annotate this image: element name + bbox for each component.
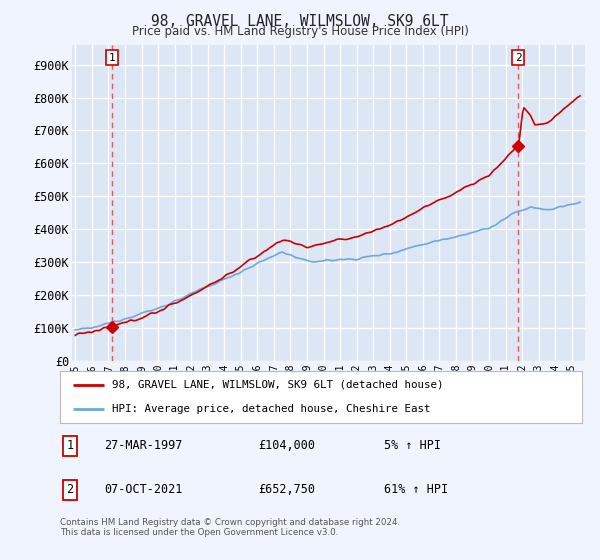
Text: Contains HM Land Registry data © Crown copyright and database right 2024.
This d: Contains HM Land Registry data © Crown c…	[60, 518, 400, 538]
Text: 5% ↑ HPI: 5% ↑ HPI	[383, 439, 440, 452]
Text: 07-OCT-2021: 07-OCT-2021	[104, 483, 183, 496]
Text: 98, GRAVEL LANE, WILMSLOW, SK9 6LT: 98, GRAVEL LANE, WILMSLOW, SK9 6LT	[151, 14, 449, 29]
Text: 27-MAR-1997: 27-MAR-1997	[104, 439, 183, 452]
Text: Price paid vs. HM Land Registry's House Price Index (HPI): Price paid vs. HM Land Registry's House …	[131, 25, 469, 38]
Text: HPI: Average price, detached house, Cheshire East: HPI: Average price, detached house, Ches…	[112, 404, 431, 414]
Text: £104,000: £104,000	[259, 439, 316, 452]
Text: 1: 1	[66, 439, 73, 452]
Text: 98, GRAVEL LANE, WILMSLOW, SK9 6LT (detached house): 98, GRAVEL LANE, WILMSLOW, SK9 6LT (deta…	[112, 380, 444, 390]
Text: 61% ↑ HPI: 61% ↑ HPI	[383, 483, 448, 496]
Text: 2: 2	[66, 483, 73, 496]
Text: 1: 1	[109, 53, 116, 63]
Text: 2: 2	[515, 53, 521, 63]
Text: £652,750: £652,750	[259, 483, 316, 496]
